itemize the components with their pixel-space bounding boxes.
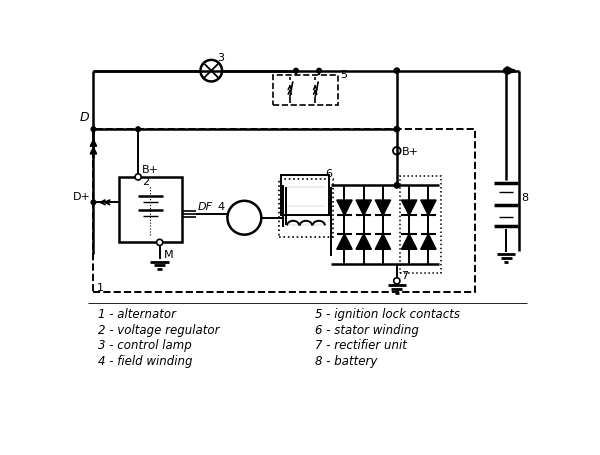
Text: B+: B+ xyxy=(402,147,419,157)
Text: D: D xyxy=(80,111,89,123)
Text: 2: 2 xyxy=(142,177,149,187)
Circle shape xyxy=(394,69,400,74)
Text: 4: 4 xyxy=(217,202,224,212)
Circle shape xyxy=(91,201,96,205)
Bar xyxy=(273,76,338,105)
Circle shape xyxy=(91,127,96,132)
Text: 5 - ignition lock contacts: 5 - ignition lock contacts xyxy=(315,308,460,321)
Polygon shape xyxy=(401,201,417,216)
Text: 3: 3 xyxy=(217,53,224,63)
Text: 7: 7 xyxy=(401,271,409,281)
Circle shape xyxy=(200,61,222,82)
Circle shape xyxy=(293,69,298,74)
Text: 3 - control lamp: 3 - control lamp xyxy=(98,339,192,352)
Circle shape xyxy=(136,127,140,132)
Circle shape xyxy=(135,174,141,181)
Bar xyxy=(281,176,329,216)
Text: M: M xyxy=(164,249,173,259)
Circle shape xyxy=(317,69,322,74)
Polygon shape xyxy=(356,234,371,250)
Bar xyxy=(94,130,475,293)
Text: D+: D+ xyxy=(73,192,91,202)
Text: 4 - field winding: 4 - field winding xyxy=(98,354,193,367)
Text: 2 - voltage regulator: 2 - voltage regulator xyxy=(98,323,220,336)
Polygon shape xyxy=(375,201,391,216)
Circle shape xyxy=(503,69,509,74)
Text: 1 - alternator: 1 - alternator xyxy=(98,308,176,321)
Polygon shape xyxy=(421,234,436,250)
Circle shape xyxy=(394,183,400,189)
Text: 6: 6 xyxy=(325,169,332,179)
Text: 8 - battery: 8 - battery xyxy=(315,354,377,367)
Polygon shape xyxy=(421,201,436,216)
Polygon shape xyxy=(375,234,391,250)
Circle shape xyxy=(394,127,400,132)
Text: 1: 1 xyxy=(97,283,104,293)
Bar xyxy=(119,177,182,243)
Text: 6 - stator winding: 6 - stator winding xyxy=(315,323,419,336)
Text: 5: 5 xyxy=(340,70,347,80)
Text: 8: 8 xyxy=(521,192,529,202)
Circle shape xyxy=(227,202,262,235)
Text: B+: B+ xyxy=(142,165,159,175)
Polygon shape xyxy=(337,234,352,250)
Polygon shape xyxy=(401,234,417,250)
Circle shape xyxy=(393,147,401,155)
Circle shape xyxy=(157,240,163,246)
Polygon shape xyxy=(356,201,371,216)
Circle shape xyxy=(394,278,400,284)
Text: 7 - rectifier unit: 7 - rectifier unit xyxy=(315,339,407,352)
Polygon shape xyxy=(337,201,352,216)
Bar xyxy=(279,180,333,238)
Text: DF: DF xyxy=(197,202,212,212)
Bar xyxy=(400,177,441,273)
